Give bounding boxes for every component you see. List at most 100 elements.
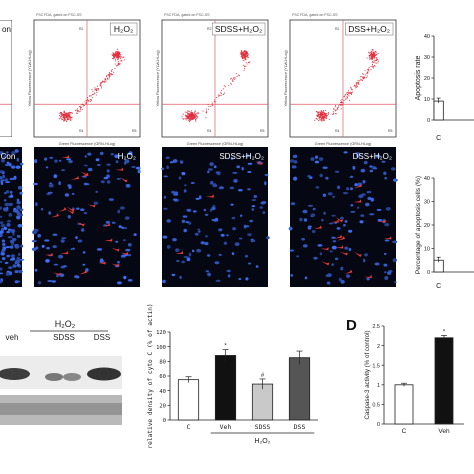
nucleus [121,226,125,229]
nucleus [19,208,24,211]
flow-dot [92,90,94,93]
flow-dot [377,62,379,64]
flow-dot [116,65,118,67]
category-label: C [402,428,407,435]
nucleus [5,272,10,276]
nucleus [364,253,368,257]
flow-dot [120,54,122,56]
flow-dot [357,82,359,84]
flow-dot [243,57,245,59]
flow-dot [370,51,372,53]
nucleus [255,265,259,268]
flow-dot [79,111,81,113]
nucleus [384,271,387,274]
nucleus [13,175,17,180]
nucleus [32,182,38,186]
flow-dot [341,102,343,104]
flow-dot [61,119,63,121]
nucleus [251,205,256,208]
flow-dot [189,117,191,120]
nucleus [209,162,214,167]
flow-dot [210,105,212,107]
nucleus [394,281,397,284]
nucleus [117,281,122,285]
flow-dot [186,115,188,117]
flow-dot [79,109,82,111]
flow-dot [71,116,73,118]
flow-axis-x-label: Green Fluorescence (GRN-HLog) [59,142,116,146]
arrow-marker [335,245,344,249]
nucleus [363,258,366,263]
nucleus [93,201,99,205]
nucleus [172,159,178,163]
flow-dot [68,112,70,114]
flow-dot [91,88,93,91]
flow-dot [344,95,346,97]
nucleus [183,189,187,193]
nucleus [360,168,366,173]
nucleus [111,221,116,224]
nucleus [20,244,24,248]
nucleus [77,239,83,243]
flow-dot [122,56,124,58]
nucleus [325,176,329,180]
nucleus [181,219,186,223]
flow-dot [114,57,116,59]
arrow-marker [383,236,392,240]
nucleus [122,239,126,242]
y-tick-label: 40 [159,389,166,395]
nucleus [238,277,242,281]
arrow-marker [76,222,85,227]
nucleus [259,206,264,209]
nucleus [52,233,58,236]
flow-dot [62,114,64,116]
flow-dot [340,99,342,101]
flow-dot [65,115,67,118]
flow-dot [369,58,371,60]
flow-dot [118,57,120,59]
flow-dot [213,101,215,103]
flow-dot [111,70,113,73]
nucleus [384,276,389,280]
flow-dot [232,79,234,81]
flow-dot [375,58,377,60]
nucleus [308,204,313,207]
flow-dot [186,114,188,116]
nucleus [0,215,3,218]
micro-panel-1: H₂O₂ [31,147,141,287]
panel-letter-d: D [346,317,357,334]
flow-dot [335,104,337,107]
flow-dot [208,108,210,110]
flow-dot [121,56,123,58]
flow-panel-title: H₂O₂ [114,24,133,34]
nucleus [9,239,15,244]
nucleus [384,223,390,227]
flow-dot [368,70,370,72]
y-axis-label: Caspase-3 activity (% of control) [364,330,371,419]
flow-panel-3: FSC FDA, gated on FSC-SSR2R3R4R5Green Fl… [284,13,397,146]
flow-dot [318,117,320,119]
nucleus [178,176,182,180]
nucleus [0,151,4,154]
nucleus [53,174,58,179]
flow-dot [112,52,114,54]
nucleus [303,218,308,222]
nucleus [173,193,179,196]
nucleus [49,156,53,160]
flow-dot [327,112,329,114]
flow-dot [118,53,121,55]
flow-dot [82,105,84,107]
nucleus [290,202,296,206]
flow-dot [107,73,109,75]
flow-dot [79,107,81,109]
micro-panel-label: DSS+H₂O₂ [353,152,392,161]
nucleus [369,165,373,168]
arrow-marker [61,154,70,159]
flow-dot [242,56,244,58]
arrow-marker [254,161,263,166]
flow-dot [321,113,323,115]
nucleus [183,256,189,258]
nucleus [325,274,330,277]
nucleus [60,239,65,243]
arrow-marker [104,238,113,242]
